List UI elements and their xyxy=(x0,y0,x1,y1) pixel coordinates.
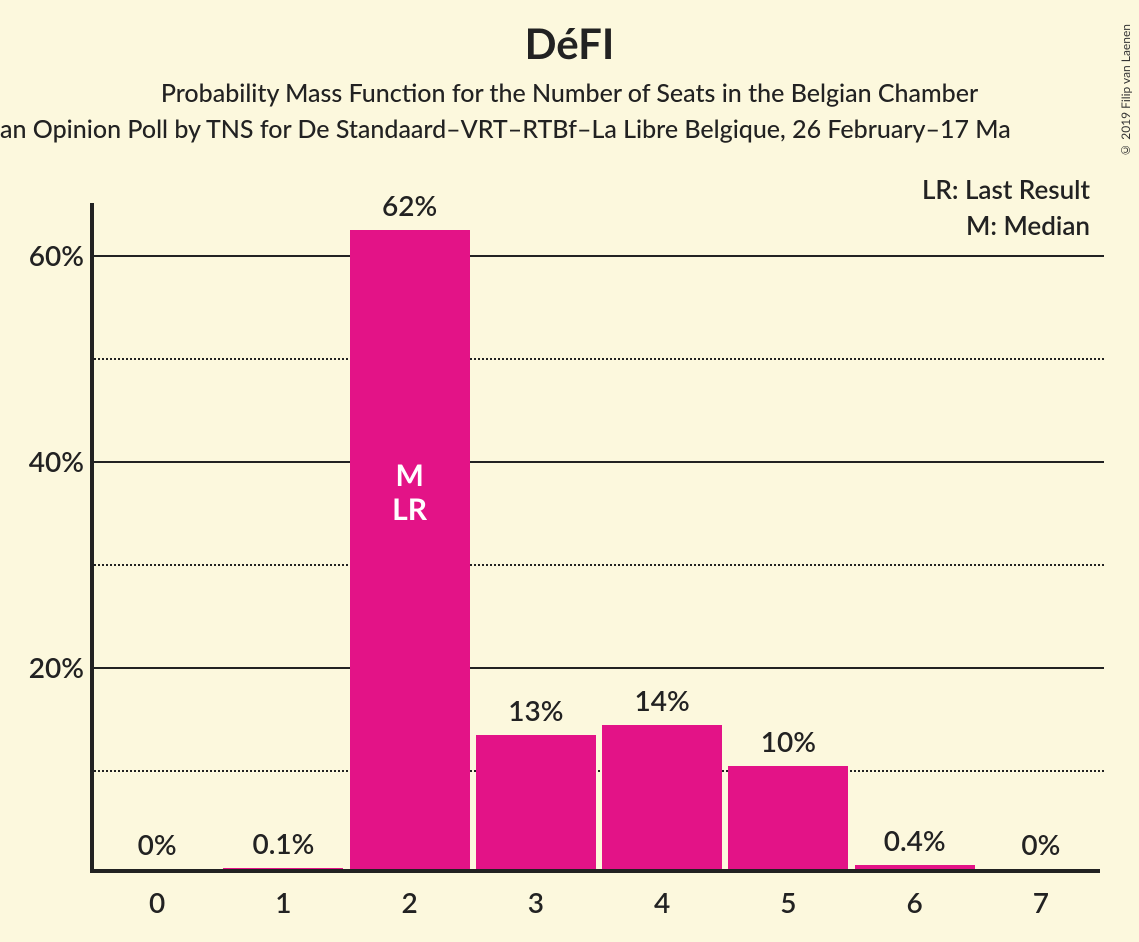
gridline-major xyxy=(94,667,1104,669)
y-tick-label: 40% xyxy=(6,444,84,478)
x-tick-label: 3 xyxy=(528,885,544,919)
bar-value-label: 0% xyxy=(138,827,177,861)
bar xyxy=(602,725,722,869)
bar-inner-label: MLR xyxy=(392,458,427,527)
y-tick-label: 20% xyxy=(6,650,84,684)
y-tick-label: 60% xyxy=(6,238,84,272)
x-tick-label: 7 xyxy=(1033,885,1049,919)
x-tick-label: 2 xyxy=(402,885,418,919)
gridline-minor xyxy=(94,770,1104,772)
gridline-major xyxy=(94,255,1104,257)
chart-title: DéFI xyxy=(0,18,1139,68)
bar xyxy=(855,865,975,869)
chart-subtitle-2: an Opinion Poll by TNS for De Standaard–… xyxy=(0,114,1139,144)
bar xyxy=(223,868,343,869)
x-tick-label: 4 xyxy=(654,885,670,919)
bar-value-label: 62% xyxy=(382,188,437,222)
x-tick-label: 1 xyxy=(275,885,291,919)
legend-lr: LR: Last Result xyxy=(922,173,1090,205)
chart-subtitle-1: Probability Mass Function for the Number… xyxy=(0,78,1139,108)
bar xyxy=(476,735,596,869)
x-tick-label: 0 xyxy=(149,885,165,919)
bar-value-label: 10% xyxy=(761,724,816,758)
bar-value-label: 0% xyxy=(1021,827,1060,861)
gridline-minor xyxy=(94,564,1104,566)
plot-area: LR: Last Result M: Median 20%40%60%00%10… xyxy=(90,203,1100,873)
bar-value-label: 14% xyxy=(635,683,690,717)
axes: 20%40%60%00%10.1%262%MLR313%414%510%60.4… xyxy=(90,203,1100,873)
bar-value-label: 0.4% xyxy=(884,823,946,857)
x-tick-label: 6 xyxy=(907,885,923,919)
bar xyxy=(728,766,848,869)
bar xyxy=(350,230,470,869)
bar-value-label: 13% xyxy=(508,693,563,727)
gridline-major xyxy=(94,461,1104,463)
gridline-minor xyxy=(94,358,1104,360)
bar-value-label: 0.1% xyxy=(252,826,314,860)
x-tick-label: 5 xyxy=(780,885,796,919)
copyright-text: © 2019 Filip van Laenen xyxy=(1118,24,1133,158)
